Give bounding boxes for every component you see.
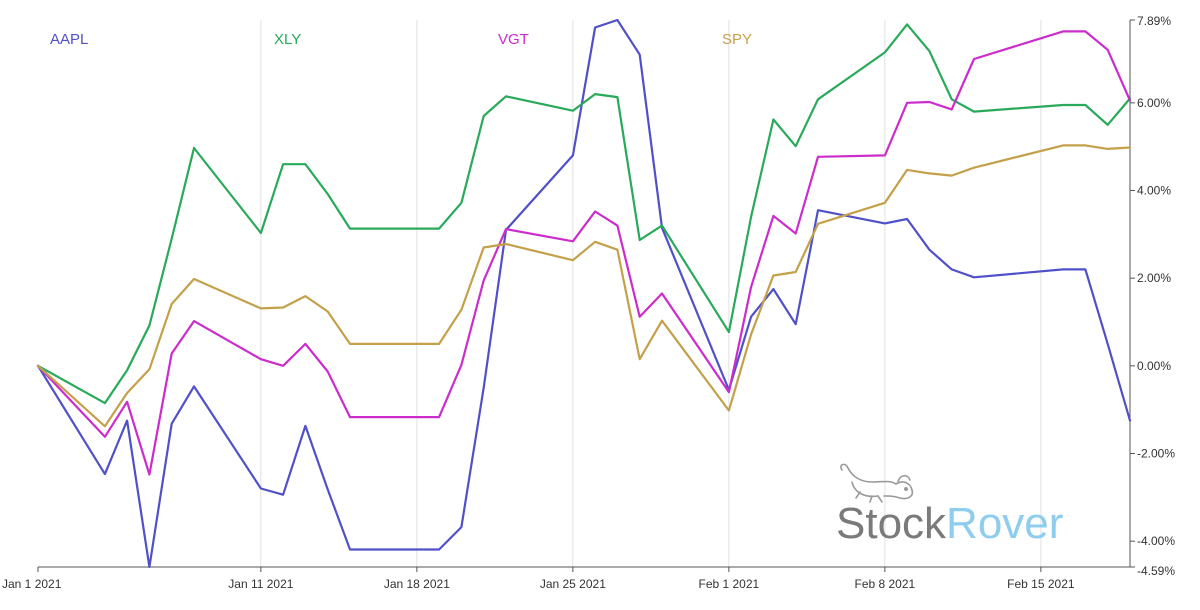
watermark-rover: Rover	[946, 499, 1063, 548]
x-tick-label: Feb 15 2021	[1007, 577, 1075, 591]
series-line-aapl	[36, 18, 1132, 569]
y-tick-label: -2.00%	[1137, 446, 1175, 460]
y-tick-label: -4.59%	[1137, 564, 1175, 578]
watermark-stock: Stock	[836, 499, 947, 548]
svg-text:StockRover: StockRover	[836, 499, 1063, 548]
y-tick-label: 0.00%	[1137, 359, 1171, 373]
legend-xly: XLY	[274, 31, 301, 48]
y-axis-ticks: 7.89% 6.00% 4.00% 2.00% 0.00% -2.00% -4.00% -4.…	[1130, 14, 1175, 578]
y-tick-label: 7.89%	[1137, 14, 1171, 28]
series-line-spy	[36, 144, 1132, 428]
legend: AAPL XLY VGT SPY	[50, 31, 752, 48]
series-line-vgt	[36, 30, 1132, 476]
dog-logo-icon	[840, 463, 914, 503]
x-tick-label: Jan 18 2021	[384, 577, 450, 591]
axes	[38, 20, 1131, 568]
legend-spy: SPY	[722, 31, 752, 48]
series-line-xly	[36, 23, 1132, 405]
legend-vgt: VGT	[498, 31, 529, 48]
y-tick-label: -4.00%	[1137, 534, 1175, 548]
x-axis-ticks: Jan 1 2021 Jan 11 2021 Jan 18 2021 Jan 25 2…	[2, 567, 1075, 591]
series-lines	[36, 18, 1132, 569]
y-tick-label: 4.00%	[1137, 183, 1171, 197]
x-tick-label: Jan 11 2021	[228, 577, 293, 591]
x-tick-label: Jan 25 2021	[540, 577, 606, 591]
x-tick-label: Feb 8 2021	[854, 577, 915, 591]
stockrover-watermark: StockRover	[836, 463, 1063, 548]
y-tick-label: 6.00%	[1137, 96, 1171, 110]
x-tick-label: Feb 1 2021	[698, 577, 759, 591]
x-tick-label: Jan 1 2021	[2, 577, 62, 591]
legend-aapl: AAPL	[50, 31, 88, 48]
y-tick-label: 2.00%	[1137, 271, 1171, 285]
